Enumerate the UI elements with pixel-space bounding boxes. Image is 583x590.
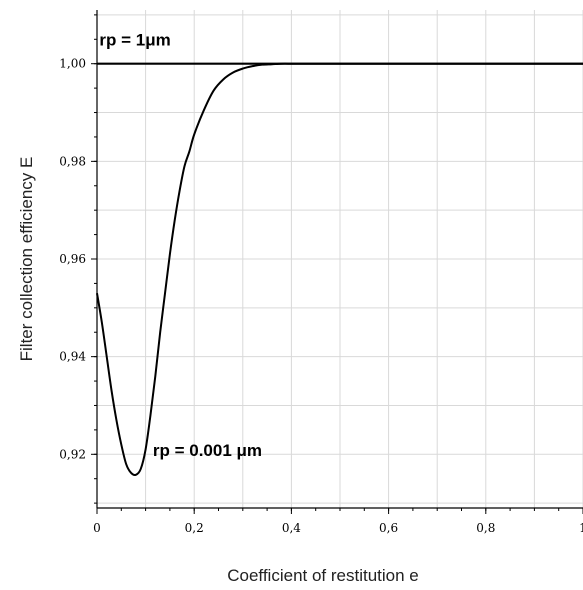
- ticks: [91, 14, 583, 514]
- x-axis-label: Coefficient of restitution e: [227, 566, 419, 585]
- y-tick-label: 0,92: [59, 447, 86, 461]
- x-tick-label: 0,2: [185, 521, 204, 535]
- tick-labels: 0,92 0,94 0,96 0,98 1,00 0 0,2 0,4 0,6 0,8 1: [59, 57, 583, 535]
- series: [96, 62, 583, 477]
- x-tick-label: 0: [93, 521, 101, 535]
- series-line-2: [96, 62, 583, 477]
- x-tick-label: 0,4: [282, 521, 301, 535]
- annotations: rp = 1μm rp = 0.001 μm: [99, 31, 262, 461]
- y-tick-label: 0,98: [59, 154, 86, 168]
- curve-label-1: rp = 1μm: [99, 31, 170, 50]
- x-tick-label: 0,6: [379, 521, 398, 535]
- y-tick-label: 1,00: [59, 57, 86, 71]
- y-axis-label: Filter collection efficiency E: [17, 157, 36, 362]
- y-tick-label: 0,94: [59, 350, 86, 364]
- grid: [97, 10, 583, 508]
- y-tick-label: 0,96: [59, 252, 86, 266]
- curve-label-2: rp = 0.001 μm: [153, 441, 262, 460]
- x-tick-label: 1: [579, 521, 583, 535]
- x-tick-label: 0,8: [476, 521, 495, 535]
